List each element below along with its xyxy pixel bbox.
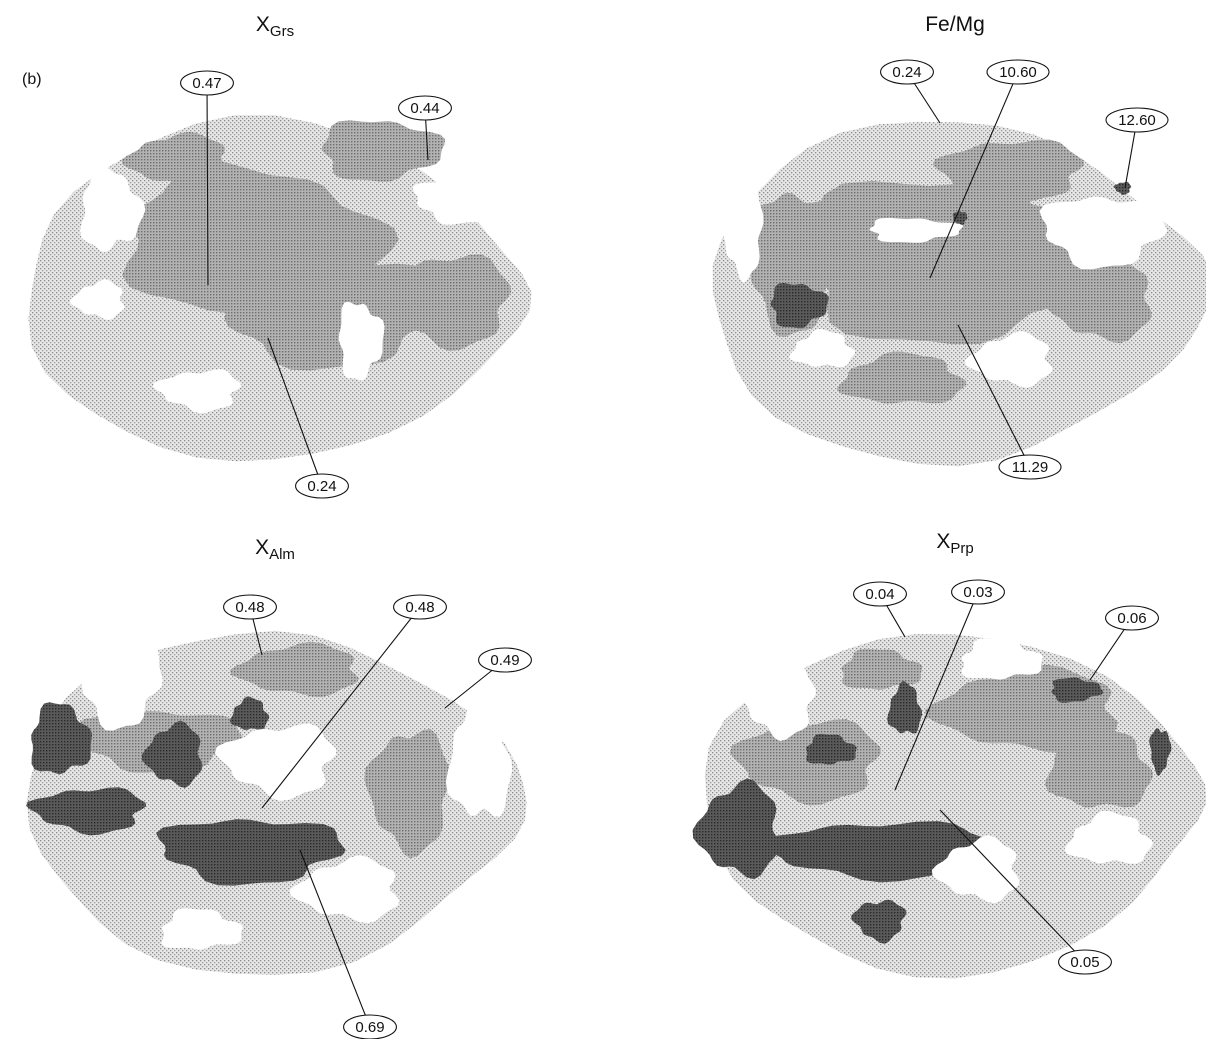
title-main: Fe/Mg: [925, 13, 985, 36]
title-sub: Grs: [270, 23, 294, 40]
callout-text: 12.60: [1118, 112, 1156, 129]
callout-text: 0.24: [892, 64, 921, 81]
callout-text: 0.44: [410, 100, 439, 117]
panel-label: (b): [22, 71, 42, 88]
title-main: X: [256, 13, 270, 36]
callout-text: 0.05: [1070, 954, 1099, 971]
title-main: X: [936, 530, 950, 553]
title-sub: Alm: [269, 546, 295, 563]
callout-text: 0.49: [490, 652, 519, 669]
map-panel: XGrs 0.47 0.44 0.24: [28, 13, 531, 498]
map-panel: XAlm 0.48 0.48 0.49 0.69: [26, 536, 531, 1039]
callout-text: 0.47: [192, 75, 221, 92]
callout-text: 0.48: [405, 599, 434, 616]
map-panel: Fe/Mg 0.24 10.60 12.60 11.29: [713, 13, 1206, 479]
figure: (b) XGrs0.470.440.24Fe/Mg0.2410.6012.601…: [0, 0, 1206, 1039]
panel-title: XGrs: [256, 13, 294, 40]
zone-white: [962, 638, 1044, 680]
callout-text: 10.60: [999, 64, 1037, 81]
callout-text: 0.04: [865, 586, 894, 603]
callout-text: 11.29: [1012, 459, 1048, 476]
title-main: X: [255, 536, 269, 559]
callout-text: 0.24: [307, 478, 336, 495]
panel-title: XAlm: [255, 536, 295, 563]
panel-title: Fe/Mg: [925, 13, 985, 36]
callout-text: 0.48: [235, 599, 264, 616]
callout-text: 0.03: [963, 584, 992, 601]
panel-title: XPrp: [936, 530, 973, 557]
callout-text: 0.69: [355, 1019, 384, 1036]
callout-text: 0.06: [1117, 610, 1146, 627]
title-sub: Prp: [950, 540, 973, 557]
map-panel: XPrp 0.04 0.03 0.06 0.05: [693, 530, 1206, 979]
